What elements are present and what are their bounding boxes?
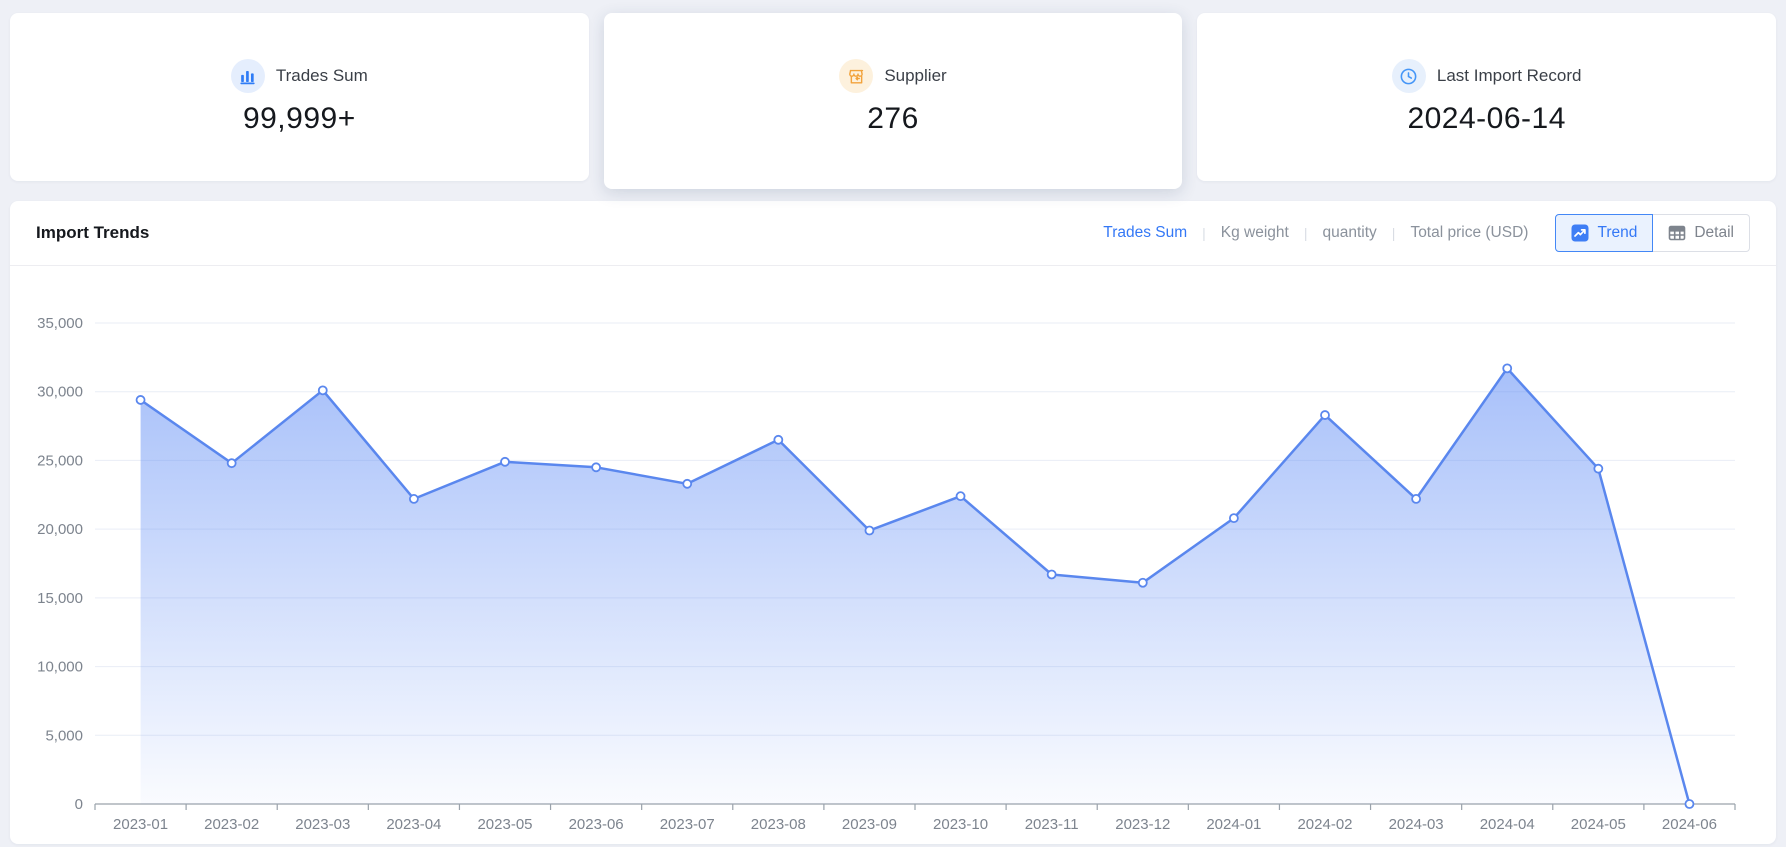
svg-text:2024-05: 2024-05 bbox=[1571, 816, 1626, 833]
tab-separator: | bbox=[1303, 225, 1308, 241]
svg-text:2024-06: 2024-06 bbox=[1662, 816, 1717, 833]
supplier-label: Supplier bbox=[884, 66, 947, 85]
clock-icon bbox=[1391, 59, 1426, 93]
trend-view-button[interactable]: Trend bbox=[1555, 214, 1654, 252]
svg-text:2023-01: 2023-01 bbox=[113, 816, 168, 833]
stats-row: Trades Sum 99,999+ Supplier 276 bbox=[0, 0, 1786, 189]
svg-text:2024-02: 2024-02 bbox=[1297, 816, 1352, 833]
svg-text:2023-12: 2023-12 bbox=[1115, 816, 1170, 833]
svg-text:2023-03: 2023-03 bbox=[295, 816, 350, 833]
svg-text:15,000: 15,000 bbox=[37, 590, 83, 607]
last-import-record-value: 2024-06-14 bbox=[1407, 102, 1566, 135]
svg-text:2023-04: 2023-04 bbox=[386, 816, 441, 833]
tab-quantity[interactable]: quantity bbox=[1322, 224, 1377, 241]
trades-sum-card-header: Trades Sum bbox=[230, 59, 368, 93]
tab-total-price[interactable]: Total price (USD) bbox=[1410, 224, 1529, 241]
last-import-record-card-header: Last Import Record bbox=[1391, 59, 1582, 93]
bar-chart-icon bbox=[230, 59, 265, 93]
import-trends-chart[interactable]: 0 5,000 10,000 15,000 20,000 25,000 30,000 35,0… bbox=[10, 266, 1776, 844]
detail-view-button[interactable]: Detail bbox=[1653, 214, 1750, 252]
trend-button-label: Trend bbox=[1597, 224, 1638, 241]
import-trends-card: Import Trends Trades Sum | Kg weight | q… bbox=[10, 201, 1776, 844]
tab-kg-weight[interactable]: Kg weight bbox=[1220, 224, 1289, 241]
svg-text:2023-05: 2023-05 bbox=[477, 816, 532, 833]
storefront-icon bbox=[839, 59, 874, 93]
svg-text:2023-07: 2023-07 bbox=[660, 816, 715, 833]
tab-trades-sum[interactable]: Trades Sum bbox=[1103, 224, 1188, 241]
svg-text:2024-04: 2024-04 bbox=[1480, 816, 1535, 833]
detail-button-label: Detail bbox=[1694, 224, 1734, 241]
svg-text:0: 0 bbox=[75, 796, 83, 813]
trades-sum-label: Trades Sum bbox=[275, 66, 368, 85]
svg-text:2024-01: 2024-01 bbox=[1206, 816, 1261, 833]
svg-text:35,000: 35,000 bbox=[37, 315, 83, 332]
tab-separator: | bbox=[1391, 225, 1396, 241]
view-toggle-group: Trend Detail bbox=[1555, 214, 1750, 252]
tab-separator: | bbox=[1202, 225, 1206, 241]
page-title: Import Trends bbox=[36, 223, 150, 242]
svg-text:5,000: 5,000 bbox=[45, 727, 83, 744]
svg-text:2023-11: 2023-11 bbox=[1025, 816, 1079, 833]
import-trends-chart-body: 0 5,000 10,000 15,000 20,000 25,000 30,000 35,0… bbox=[10, 266, 1776, 844]
svg-text:2023-10: 2023-10 bbox=[933, 816, 988, 833]
svg-text:20,000: 20,000 bbox=[37, 521, 83, 538]
supplier-value: 276 bbox=[867, 102, 919, 135]
last-import-record-card[interactable]: Last Import Record 2024-06-14 bbox=[1197, 13, 1777, 181]
last-import-record-label: Last Import Record bbox=[1436, 66, 1582, 85]
trend-icon bbox=[1571, 224, 1589, 242]
table-icon bbox=[1668, 224, 1686, 242]
import-trends-header: Import Trends Trades Sum | Kg weight | q… bbox=[10, 201, 1776, 266]
svg-text:2023-08: 2023-08 bbox=[751, 816, 806, 833]
svg-text:2023-02: 2023-02 bbox=[204, 816, 259, 833]
supplier-card-header: Supplier bbox=[839, 59, 947, 93]
supplier-card[interactable]: Supplier 276 bbox=[603, 13, 1183, 189]
svg-text:30,000: 30,000 bbox=[37, 384, 83, 401]
svg-text:10,000: 10,000 bbox=[37, 659, 83, 676]
trades-sum-value: 99,999+ bbox=[242, 102, 356, 135]
trades-sum-card[interactable]: Trades Sum 99,999+ bbox=[10, 13, 589, 181]
metric-tabs: Trades Sum | Kg weight | quantity | Tota… bbox=[1103, 214, 1750, 252]
svg-text:2023-09: 2023-09 bbox=[842, 816, 897, 833]
svg-text:2023-06: 2023-06 bbox=[569, 816, 624, 833]
svg-text:25,000: 25,000 bbox=[37, 452, 83, 469]
svg-text:2024-03: 2024-03 bbox=[1389, 816, 1444, 833]
